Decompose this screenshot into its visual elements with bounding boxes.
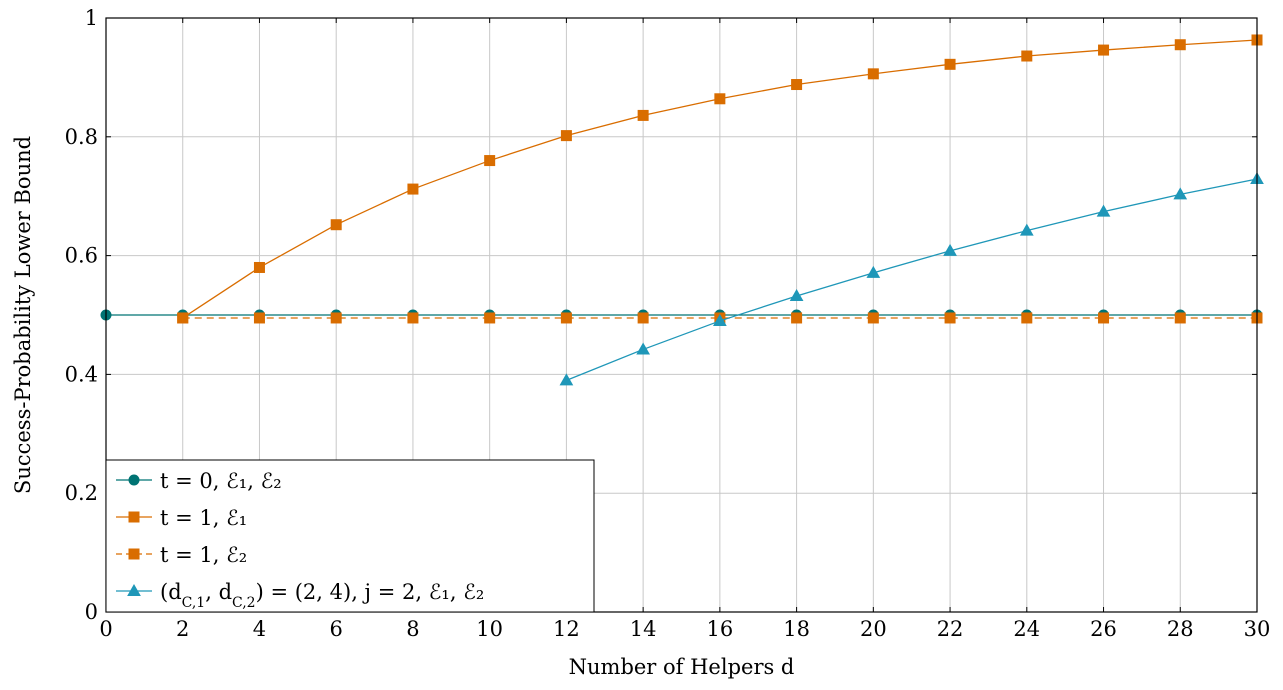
data-point <box>559 373 574 386</box>
data-point <box>791 312 803 324</box>
x-tick-label: 0 <box>99 617 112 641</box>
plot-frame <box>105 17 1258 613</box>
y-tick-label: 1 <box>85 6 98 30</box>
axis-ticks: 0 2 4 6 8 10 12 14 16 18 20 22 24 26 28 3000.20.40.60.8… <box>65 6 1271 641</box>
legend-entry-4: (dC,1, dC,2) = (2, 4), j = 2, ℰ₁, ℰ₂ <box>116 580 484 611</box>
data-point <box>1174 312 1186 324</box>
data-point <box>637 109 649 121</box>
x-tick-label: 28 <box>1167 617 1194 641</box>
y-tick-label: 0.6 <box>65 244 98 268</box>
y-axis-label: Success-Probability Lower Bound <box>11 136 35 494</box>
x-tick-label: 4 <box>253 617 266 641</box>
legend-label: t = 1, ℰ₂ <box>160 543 247 567</box>
data-point <box>484 155 496 167</box>
x-tick-label: 20 <box>860 617 887 641</box>
x-tick-label: 16 <box>706 617 733 641</box>
data-point <box>1021 312 1033 324</box>
data-point <box>867 312 879 324</box>
data-point <box>1174 39 1186 51</box>
x-tick-label: 18 <box>783 617 810 641</box>
data-point <box>1019 223 1034 236</box>
data-point <box>713 313 727 326</box>
data-point <box>714 93 726 105</box>
data-point <box>407 312 419 324</box>
legend-label: t = 0, ℰ₁, ℰ₂ <box>160 469 282 493</box>
data-point <box>943 243 957 256</box>
data-point <box>484 312 496 324</box>
data-point <box>867 68 879 80</box>
y-tick-label: 0.8 <box>65 125 98 149</box>
x-tick-label: 2 <box>176 617 189 641</box>
x-tick-label: 30 <box>1244 617 1271 641</box>
legend-marker <box>128 548 140 560</box>
data-point <box>944 58 956 70</box>
x-tick-label: 14 <box>630 617 657 641</box>
data-point <box>791 79 803 91</box>
legend-label: (dC,1, dC,2) = (2, 4), j = 2, ℰ₁, ℰ₂ <box>160 580 484 611</box>
data-point <box>1173 187 1188 200</box>
x-tick-label: 22 <box>937 617 964 641</box>
data-point <box>330 219 342 231</box>
series-line <box>566 178 1258 381</box>
legend-entry-3: t = 1, ℰ₂ <box>116 543 247 567</box>
series-layer <box>100 34 1264 386</box>
data-point <box>944 312 956 324</box>
legend-label: t = 1, ℰ₁ <box>160 506 247 530</box>
x-tick-label: 12 <box>553 617 580 641</box>
data-point <box>1096 204 1111 217</box>
data-point <box>330 312 342 324</box>
legend-marker <box>128 474 140 486</box>
x-tick-label: 10 <box>476 617 503 641</box>
data-point <box>1098 312 1110 324</box>
legend-marker <box>127 583 141 596</box>
legend-entry-2: t = 1, ℰ₁ <box>116 506 247 530</box>
x-tick-label: 6 <box>330 617 343 641</box>
data-point <box>253 261 265 273</box>
data-point <box>637 312 649 324</box>
x-tick-label: 8 <box>406 617 419 641</box>
data-point <box>789 288 804 301</box>
y-tick-label: 0.2 <box>65 481 98 505</box>
data-point <box>407 183 419 195</box>
data-point <box>560 312 572 324</box>
data-point <box>1021 50 1033 62</box>
legend-marker <box>128 511 140 523</box>
legend: t = 0, ℰ₁, ℰ₂ t = 1, ℰ₁ t = 1, ℰ₂ (dC,1, dC… <box>105 459 595 613</box>
data-point <box>560 130 572 142</box>
y-tick-label: 0 <box>85 600 98 624</box>
data-point <box>636 342 650 355</box>
data-point <box>177 312 189 324</box>
data-point <box>866 265 881 278</box>
x-tick-label: 26 <box>1090 617 1117 641</box>
data-point <box>253 312 265 324</box>
x-tick-label: 24 <box>1013 617 1040 641</box>
x-axis-label: Number of Helpers d <box>569 655 795 679</box>
legend-entry-1: t = 0, ℰ₁, ℰ₂ <box>116 469 282 493</box>
series-4 <box>559 171 1264 386</box>
data-point <box>1098 44 1110 56</box>
legend-box <box>105 459 595 613</box>
y-tick-label: 0.4 <box>65 362 98 386</box>
